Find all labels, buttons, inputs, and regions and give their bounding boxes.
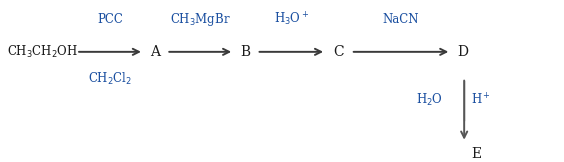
Text: D: D [457,45,468,59]
Text: CH$_3$MgBr: CH$_3$MgBr [170,11,231,28]
Text: H$_2$O: H$_2$O [416,92,443,109]
Text: PCC: PCC [97,13,123,26]
Text: H$_3$O$^+$: H$_3$O$^+$ [274,11,309,28]
Text: NaCN: NaCN [383,13,419,26]
Text: C: C [333,45,343,59]
Text: CH$_3$CH$_2$OH: CH$_3$CH$_2$OH [7,44,78,60]
Text: E: E [472,147,482,161]
Text: H$^+$: H$^+$ [471,93,491,108]
Text: A: A [150,45,160,59]
Text: B: B [240,45,250,59]
Text: CH$_2$Cl$_2$: CH$_2$Cl$_2$ [88,71,132,87]
